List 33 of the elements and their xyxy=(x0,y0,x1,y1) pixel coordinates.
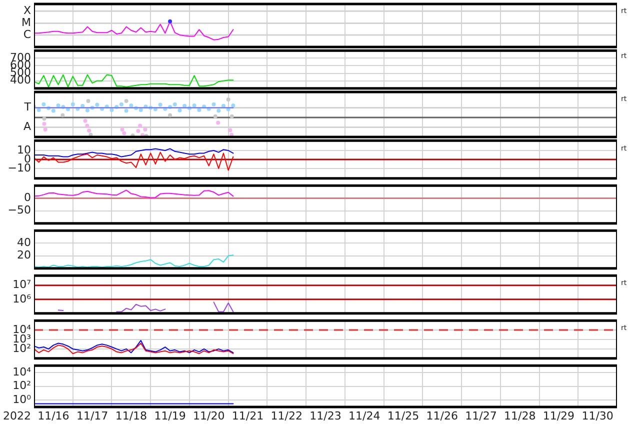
x-tick-label: 11/16 xyxy=(38,409,70,422)
x-tick-label: 11/26 xyxy=(426,409,458,422)
x-tick-label: 11/17 xyxy=(76,409,108,422)
y-tick-label: 400 xyxy=(10,74,31,87)
y-tick-label: 10² xyxy=(12,379,31,392)
y-tick-label: −10 xyxy=(8,161,31,174)
y-tick-label: 20 xyxy=(17,248,31,262)
x-tick-label: 11/22 xyxy=(270,409,302,422)
x-tick-label: 11/18 xyxy=(115,409,148,422)
x-tick-label: 11/25 xyxy=(387,409,420,422)
x-axis-title: 2022 xyxy=(3,409,31,422)
x-tick-label: 11/20 xyxy=(193,409,225,422)
ref-line-label: C xyxy=(23,28,32,41)
x-tick-label: 11/27 xyxy=(465,409,497,422)
y-tick-label: 10⁷ xyxy=(12,278,31,292)
y-tick-label: 40 xyxy=(17,236,31,250)
y-tick-label: 10⁰ xyxy=(12,392,32,406)
x-tick-label: 11/24 xyxy=(348,409,380,422)
x-tick-label: 11/23 xyxy=(310,409,342,422)
x-tick-label: 11/28 xyxy=(504,409,536,422)
x-tick-label: 11/30 xyxy=(582,409,614,422)
ref-line-label: A xyxy=(23,120,32,134)
y-tick-label: 10² xyxy=(12,342,31,355)
ref-line-label: M xyxy=(22,16,31,30)
y-tick-label: 0 xyxy=(24,191,31,204)
x-tick-label: 11/29 xyxy=(542,409,575,422)
x-tick-label: 11/19 xyxy=(154,409,186,422)
ref-line-label: T xyxy=(23,100,32,114)
y-tick-label: 10⁴ xyxy=(12,365,32,378)
y-tick-label: −50 xyxy=(8,204,31,217)
x-tick-label: 11/21 xyxy=(232,409,264,422)
ref-line-label: X xyxy=(23,4,32,18)
y-tick-label: 10⁶ xyxy=(12,292,32,306)
